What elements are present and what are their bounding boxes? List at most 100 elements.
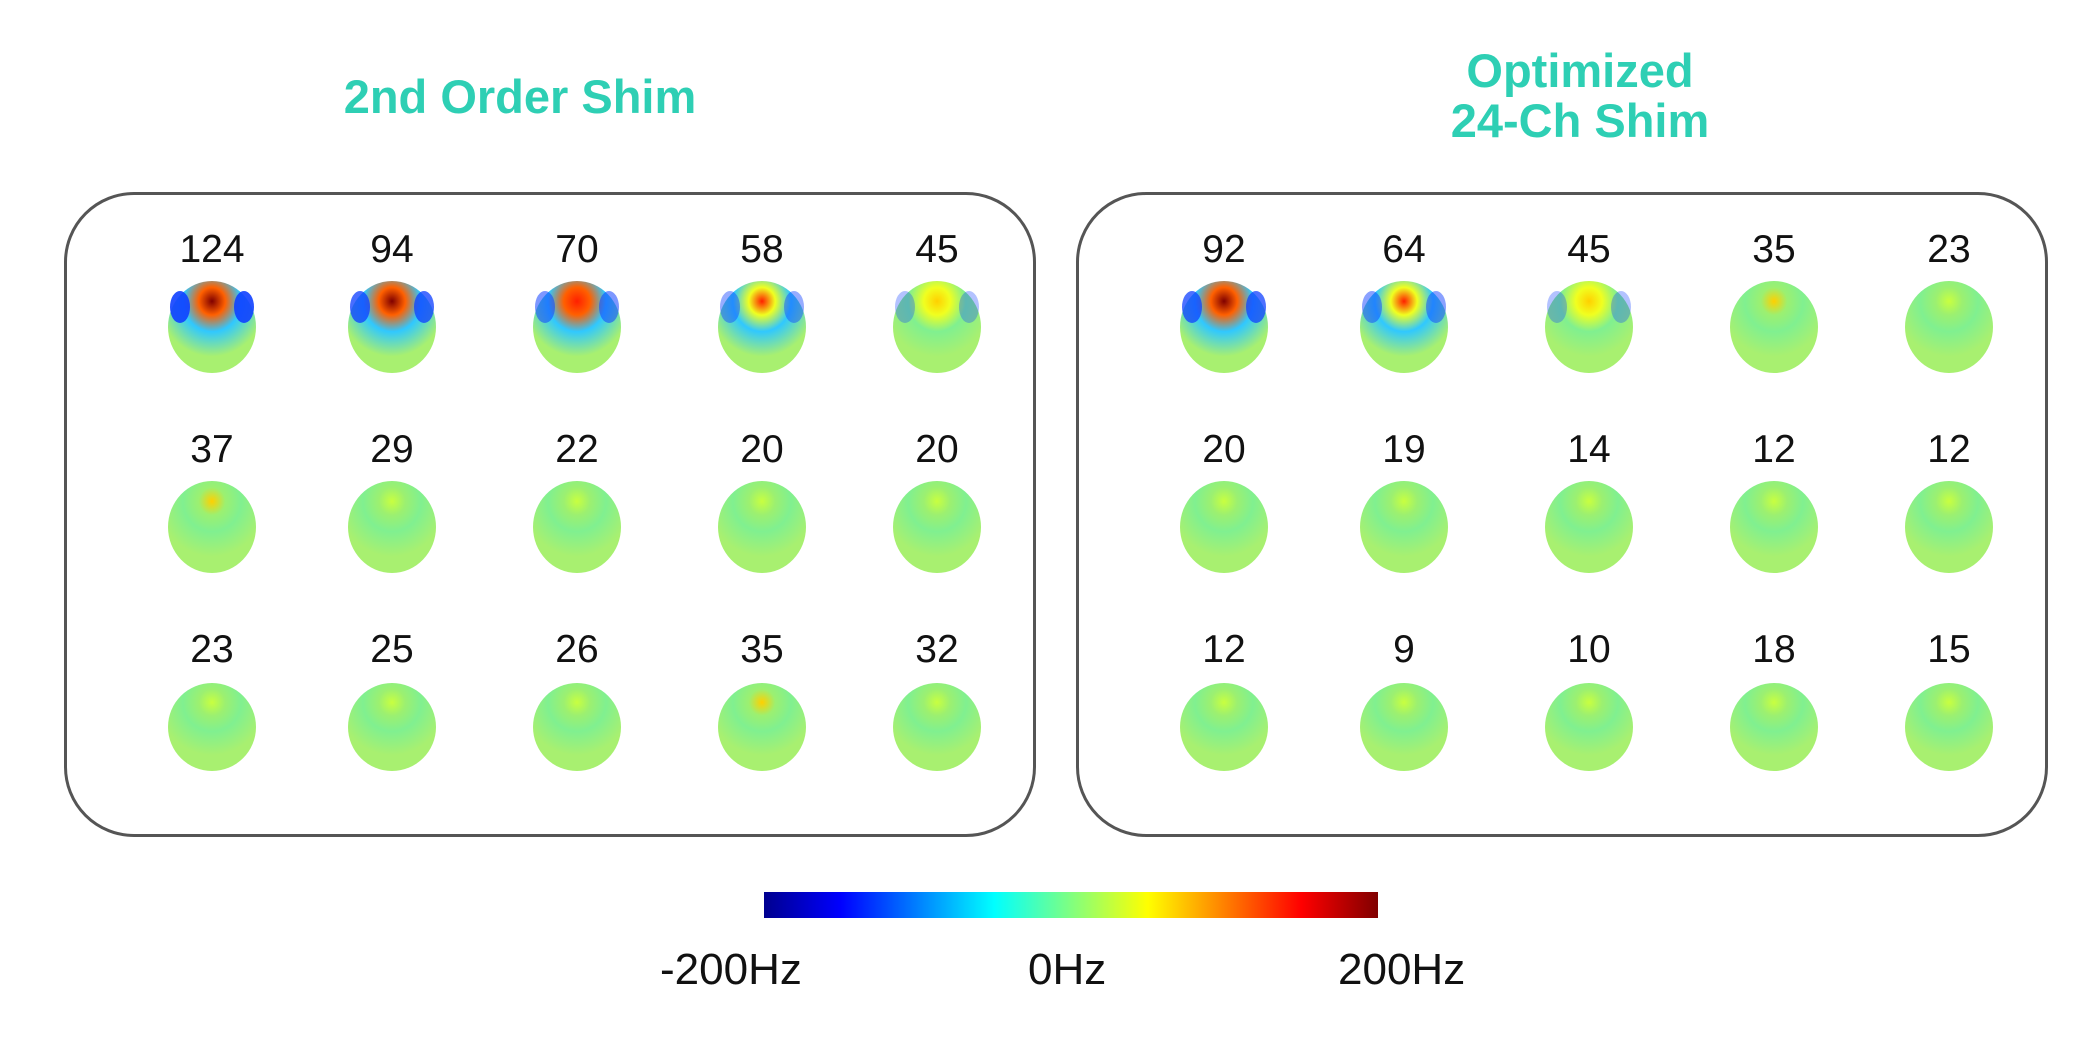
fieldmap-slice xyxy=(1730,281,1818,373)
fieldmap-head xyxy=(1545,481,1633,573)
blue-edge-R xyxy=(1611,291,1631,323)
slice-cell: 10 xyxy=(1529,625,1649,773)
slice-row: 92 64 45 35 23 xyxy=(1129,225,1999,425)
fieldmap-head xyxy=(893,683,981,771)
fieldmap-slice xyxy=(348,683,436,771)
rmse-value: 45 xyxy=(915,228,959,271)
rmse-value: 92 xyxy=(1202,228,1246,271)
slice-cell: 94 xyxy=(332,225,452,373)
fieldmap-head xyxy=(718,481,806,573)
fieldmap-slice xyxy=(168,683,256,771)
colorbar xyxy=(764,892,1378,918)
fieldmap-head xyxy=(533,481,621,573)
slice-cell: 20 xyxy=(877,425,997,573)
slice-cell: 26 xyxy=(517,625,637,773)
slice-cell: 22 xyxy=(517,425,637,573)
rmse-value: 35 xyxy=(1752,228,1796,271)
fieldmap-head xyxy=(533,683,621,771)
fieldmap-slice xyxy=(718,481,806,573)
fieldmap-head xyxy=(1180,281,1268,373)
blue-edge-R xyxy=(1426,291,1446,323)
slice-cell: 23 xyxy=(1889,225,2009,373)
blue-edge-L xyxy=(1362,291,1382,323)
slice-cell: 23 xyxy=(152,625,272,773)
slice-row: 20 19 14 12 12 xyxy=(1129,425,1999,625)
rmse-value: 37 xyxy=(190,428,234,471)
fieldmap-head xyxy=(893,481,981,573)
fieldmap-head xyxy=(348,683,436,771)
fieldmap-head xyxy=(1180,481,1268,573)
fieldmap-slice xyxy=(533,481,621,573)
fieldmap-slice xyxy=(893,481,981,573)
fieldmap-slice xyxy=(1360,481,1448,573)
rmse-value: 29 xyxy=(370,428,414,471)
fieldmap-slice xyxy=(168,481,256,573)
fieldmap-slice xyxy=(1180,281,1268,373)
fieldmap-slice xyxy=(1545,481,1633,573)
rmse-value: 124 xyxy=(179,228,245,271)
rmse-value: 26 xyxy=(555,628,599,671)
fieldmap-slice xyxy=(1730,481,1818,573)
fieldmap-head xyxy=(348,481,436,573)
fieldmap-slice xyxy=(1360,683,1448,771)
blue-edge-L xyxy=(1547,291,1567,323)
slice-cell: 58 xyxy=(702,225,822,373)
fieldmap-slice xyxy=(893,683,981,771)
fieldmap-head xyxy=(1730,281,1818,373)
rmse-value: 70 xyxy=(555,228,599,271)
slice-cell: 19 xyxy=(1344,425,1464,573)
fieldmap-head xyxy=(533,281,621,373)
slice-cell: 29 xyxy=(332,425,452,573)
slice-cell: 20 xyxy=(1164,425,1284,573)
title-right-line1: Optimized xyxy=(1466,44,1694,97)
fieldmap-head xyxy=(1545,683,1633,771)
slice-cell: 64 xyxy=(1344,225,1464,373)
slice-cell: 35 xyxy=(702,625,822,773)
fieldmap-slice xyxy=(893,281,981,373)
fieldmap-slice xyxy=(348,481,436,573)
fieldmap-head xyxy=(1905,481,1993,573)
fieldmap-head xyxy=(168,281,256,373)
fieldmap-slice xyxy=(348,281,436,373)
slice-cell: 32 xyxy=(877,625,997,773)
rmse-value: 20 xyxy=(740,428,784,471)
blue-edge-L xyxy=(1182,291,1202,323)
slice-row: 124 94 70 58 45 xyxy=(117,225,987,425)
panel-24ch-shim: 92 64 45 35 23 20 19 14 12 12 12 9 10 18 15 xyxy=(1076,192,2048,837)
rmse-value: 12 xyxy=(1202,628,1246,671)
fieldmap-head xyxy=(1730,481,1818,573)
fieldmap-head xyxy=(1360,683,1448,771)
fieldmap-head xyxy=(1905,281,1993,373)
rmse-value: 58 xyxy=(740,228,784,271)
slice-cell: 70 xyxy=(517,225,637,373)
fieldmap-head xyxy=(718,281,806,373)
fieldmap-head xyxy=(348,281,436,373)
rmse-value: 94 xyxy=(370,228,414,271)
fieldmap-slice xyxy=(168,281,256,373)
fieldmap-slice xyxy=(1180,481,1268,573)
slice-cell: 37 xyxy=(152,425,272,573)
fieldmap-slice xyxy=(1905,683,1993,771)
rmse-value: 12 xyxy=(1752,428,1796,471)
slice-cell: 45 xyxy=(1529,225,1649,373)
slice-cell: 45 xyxy=(877,225,997,373)
rmse-value: 14 xyxy=(1567,428,1611,471)
slice-grid-right: 92 64 45 35 23 20 19 14 12 12 12 9 10 18 15 xyxy=(1129,225,1999,825)
slice-cell: 9 xyxy=(1344,625,1464,773)
rmse-value: 23 xyxy=(190,628,234,671)
fieldmap-head xyxy=(1545,281,1633,373)
panel-2nd-order-shim: 124 94 70 58 45 37 29 22 20 20 23 25 26 35 32 xyxy=(64,192,1036,837)
slice-cell: 14 xyxy=(1529,425,1649,573)
slice-cell: 25 xyxy=(332,625,452,773)
fieldmap-head xyxy=(1360,481,1448,573)
slice-cell: 20 xyxy=(702,425,822,573)
fieldmap-head xyxy=(718,683,806,771)
fieldmap-slice xyxy=(1905,281,1993,373)
slice-cell: 35 xyxy=(1714,225,1834,373)
colorbar-max-label: 200Hz xyxy=(1338,945,1466,994)
rmse-value: 35 xyxy=(740,628,784,671)
rmse-value: 9 xyxy=(1393,628,1415,671)
rmse-value: 20 xyxy=(1202,428,1246,471)
fieldmap-slice xyxy=(1545,281,1633,373)
slice-cell: 12 xyxy=(1889,425,2009,573)
